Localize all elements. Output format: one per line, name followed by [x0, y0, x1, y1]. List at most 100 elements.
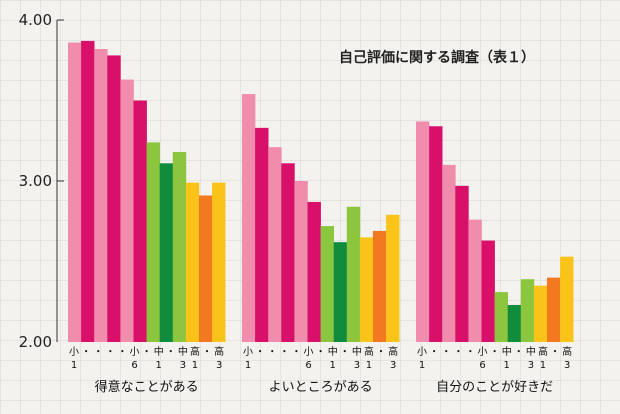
cat-label-sub-g3-1: 1	[419, 360, 425, 371]
cat-label-sub-g1-13: 3	[216, 360, 222, 371]
cat-label-sub-g3-13: 3	[564, 360, 570, 371]
cat-label-g3-13: 高	[562, 345, 572, 358]
cat-label-g3-10: 中	[526, 345, 536, 358]
bar-g1-5	[120, 79, 134, 342]
cat-label-g3-6: 小	[478, 346, 488, 358]
bar-g3-8	[507, 304, 522, 342]
bar-g1-11	[199, 195, 213, 342]
cat-label-sub-g2-8: 1	[330, 360, 336, 371]
cat-label-g1-9: ・	[166, 347, 176, 358]
cat-label-g1-2: ・	[81, 347, 91, 358]
cat-label-g3-5: ・	[465, 347, 475, 358]
bar-g3-6	[481, 240, 495, 342]
cat-label-g1-4: ・	[105, 347, 115, 358]
bar-g2-8	[333, 242, 348, 342]
cat-label-g1-13: 高	[214, 345, 224, 358]
bar-g1-9	[172, 152, 187, 342]
cat-label-sub-g1-1: 1	[71, 360, 77, 371]
cat-label-g2-6: 小	[304, 346, 314, 358]
y-tick-label-top: 4.00	[19, 11, 52, 29]
cat-label-sub-g1-11: 1	[192, 360, 198, 371]
cat-label-sub-g3-10: 3	[528, 360, 534, 371]
cat-label-sub-g1-8: 1	[156, 360, 162, 371]
bar-series	[68, 40, 574, 343]
cat-label-g1-3: ・	[93, 347, 103, 358]
cat-label-sub-g1-10: 3	[180, 360, 186, 371]
cat-label-g2-4: ・	[279, 347, 289, 358]
bar-g1-8	[159, 163, 174, 342]
cat-label-g3-2: ・	[429, 347, 439, 358]
chart-title: 自己評価に関する調査（表１）	[339, 49, 535, 66]
y-tick-label-mid: 3.00	[19, 172, 52, 190]
cat-label-g3-11: 高	[538, 345, 548, 358]
cat-label-g3-3: ・	[441, 347, 451, 358]
cat-label-sub-g3-11: 1	[540, 360, 546, 371]
bar-g1-10	[185, 182, 200, 342]
bar-g3-11	[547, 277, 561, 342]
cat-label-g2-2: ・	[255, 347, 265, 358]
bar-g3-5	[468, 219, 482, 342]
cat-label-sub-g2-10: 3	[354, 360, 360, 371]
bar-g3-4	[455, 185, 469, 342]
bar-g2-10	[359, 237, 374, 342]
bar-g2-2	[255, 127, 269, 343]
cat-label-g1-8: 中	[154, 345, 164, 358]
cat-label-sub-g2-13: 3	[390, 360, 396, 371]
bar-g3-2	[429, 126, 443, 342]
cat-label-g2-12: ・	[376, 347, 386, 358]
bar-g1-2	[81, 40, 95, 343]
cat-label-g1-7: ・	[142, 347, 152, 358]
bar-g2-7	[320, 226, 334, 342]
cat-label-g1-12: ・	[202, 347, 212, 358]
bar-g2-3	[268, 147, 282, 342]
cat-label-sub-g2-11: 1	[366, 360, 372, 371]
bar-g2-6	[307, 201, 321, 342]
cat-label-g1-1: 小	[69, 346, 79, 358]
cat-label-sub-g3-6: 6	[479, 360, 485, 371]
cat-label-g2-1: 小	[243, 346, 253, 358]
cat-label-g2-8: 中	[328, 345, 338, 358]
cat-label-g1-6: 小	[130, 346, 140, 358]
cat-label-g2-13: 高	[388, 345, 398, 358]
y-axis: 4.00 3.00 2.00	[19, 11, 64, 351]
bar-g3-1	[416, 121, 430, 343]
cat-label-sub-g1-6: 6	[131, 360, 137, 371]
cat-label-g2-9: ・	[340, 347, 350, 358]
group-label-3: 自分のことが好きだ	[436, 380, 553, 395]
cat-label-g3-4: ・	[453, 347, 463, 358]
cat-label-sub-g2-6: 6	[305, 360, 311, 371]
bar-g2-5	[294, 181, 308, 342]
cat-label-sub-g3-8: 1	[504, 360, 510, 371]
cat-label-g3-1: 小	[417, 346, 427, 358]
group-label-2: よいところがある	[269, 380, 373, 395]
bar-g3-12	[560, 256, 574, 342]
group-label-1: 得意なことがある	[95, 379, 199, 395]
bar-g1-6	[133, 100, 147, 342]
cat-label-g1-11: 高	[190, 345, 200, 358]
bar-g2-11	[373, 230, 387, 342]
bar-g1-3	[94, 48, 108, 342]
cat-label-g3-8: 中	[502, 345, 512, 358]
cat-label-g2-7: ・	[316, 347, 326, 358]
bar-g2-4	[281, 163, 295, 342]
cat-label-g3-12: ・	[550, 347, 560, 358]
cat-label-g2-10: 中	[352, 345, 362, 358]
cat-label-g3-7: ・	[490, 347, 500, 358]
cat-label-g1-10: 中	[178, 345, 188, 358]
cat-label-g2-5: ・	[291, 347, 301, 358]
bar-g2-12	[386, 214, 400, 342]
cat-label-g1-5: ・	[117, 347, 127, 358]
bar-g2-9	[346, 206, 361, 342]
bar-g1-12	[212, 182, 226, 342]
y-tick-label-bottom: 2.00	[19, 333, 52, 351]
cat-label-g3-9: ・	[514, 347, 524, 358]
cat-label-g2-3: ・	[267, 347, 277, 358]
bar-g3-3	[442, 164, 456, 342]
bar-g1-1	[68, 42, 82, 342]
bar-g2-1	[242, 94, 256, 342]
bar-g3-7	[494, 292, 508, 342]
bar-g3-10	[533, 285, 548, 342]
bar-g3-9	[520, 279, 535, 342]
